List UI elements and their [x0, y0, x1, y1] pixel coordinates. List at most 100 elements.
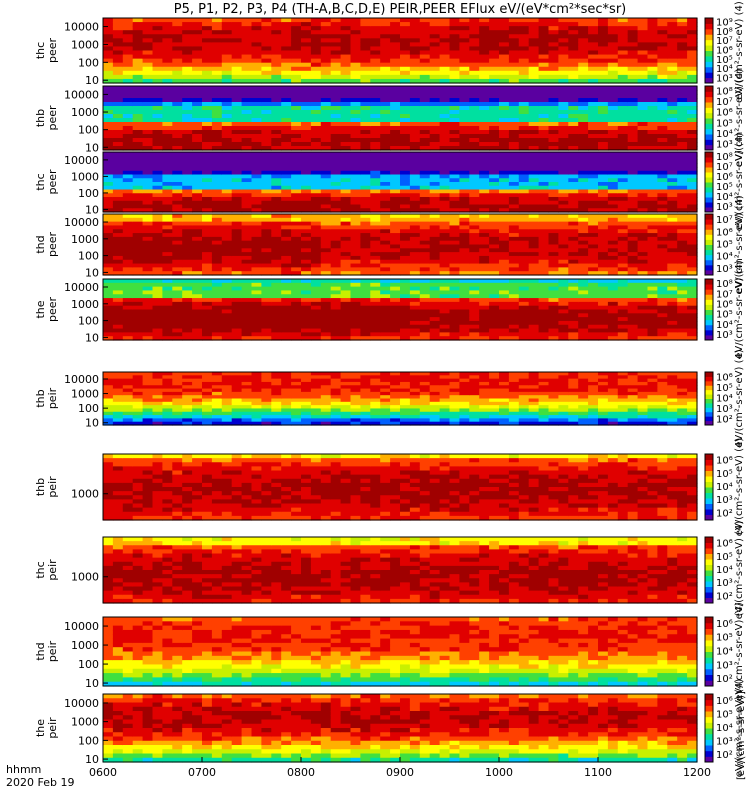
spectrogram-cell: [667, 208, 678, 213]
spectrogram-cell: [459, 78, 470, 84]
spectrogram-cell: [617, 267, 629, 272]
spectrogram-cell: [419, 152, 431, 157]
spectrogram-cell: [400, 217, 411, 223]
spectrogram-cell: [439, 78, 451, 84]
spectrogram-cell: [182, 134, 193, 139]
spectrogram-cell: [261, 233, 272, 238]
spectrogram-cell: [687, 22, 698, 27]
spectrogram-cell: [172, 193, 183, 198]
spectrogram-cell: [419, 94, 431, 99]
colorbar-frame: [704, 17, 714, 84]
spectrogram-cell: [548, 146, 559, 151]
spectrogram-cell: [667, 317, 678, 322]
spectrogram-cell: [667, 34, 678, 39]
spectrogram-cell: [528, 74, 540, 80]
spectrogram-cell: [617, 102, 629, 107]
spectrogram-cell: [637, 170, 649, 176]
spectrogram-cell: [301, 282, 312, 288]
spectrogram-cell: [182, 336, 193, 341]
spectrogram-cell: [281, 320, 292, 326]
spectrogram-cell: [439, 70, 451, 76]
spectrogram-cell: [221, 122, 233, 127]
spectrogram-cell: [261, 167, 272, 172]
spectrogram-cell: [518, 134, 530, 139]
spectrogram-cell: [499, 294, 510, 299]
spectrogram-cell: [103, 50, 114, 56]
spectrogram-cell: [211, 163, 223, 168]
spectrogram-cell: [241, 142, 253, 147]
spectrogram-cell: [261, 255, 272, 261]
spectrogram-cell: [132, 106, 144, 111]
spectrogram-cell: [400, 317, 411, 322]
spectrogram-cell: [202, 159, 213, 164]
spectrogram-cell: [162, 305, 173, 311]
spectrogram-cell: [211, 30, 223, 35]
spectrogram-cell: [409, 320, 421, 326]
spectrogram-cell: [568, 178, 579, 183]
spectrogram-cell: [429, 130, 441, 135]
spectrogram-cell: [617, 313, 629, 318]
spectrogram-cell: [598, 152, 609, 157]
spectrogram-cell: [548, 255, 559, 261]
spectrogram-cell: [330, 328, 342, 333]
spectrogram-cell: [409, 240, 421, 246]
spectrogram-cell: [261, 221, 272, 227]
spectrogram-cell: [320, 62, 332, 68]
spectrogram-cell: [192, 38, 203, 43]
spectrogram-cell: [538, 189, 550, 194]
spectrogram-cell: [281, 309, 292, 314]
spectrogram-cell: [320, 106, 332, 111]
spectrogram-cell: [627, 26, 639, 31]
spectrogram-cell: [548, 155, 559, 161]
spectrogram-cell: [291, 225, 302, 230]
spectrogram-cell: [370, 214, 381, 219]
spectrogram-cell: [449, 170, 460, 176]
spectrogram-cell: [231, 167, 243, 172]
spectrogram-cell: [330, 189, 342, 194]
spectrogram-cell: [241, 313, 253, 318]
spectrogram-cell: [241, 267, 253, 272]
spectrogram-cell: [518, 225, 530, 230]
spectrogram-cell: [310, 54, 322, 60]
spectrogram-cell: [380, 229, 391, 234]
spectrogram-cell: [221, 46, 233, 52]
spectrogram-cell: [617, 94, 629, 99]
spectrogram-cell: [112, 282, 124, 288]
spectrogram-cell: [429, 182, 441, 187]
spectrogram-cell: [261, 204, 272, 209]
spectrogram-cell: [142, 309, 154, 314]
spectrogram-cell: [637, 309, 649, 314]
spectrogram-cell: [627, 155, 639, 161]
spectrogram-cell: [330, 221, 342, 227]
spectrogram-cell: [578, 328, 589, 333]
spectrogram-cell: [360, 146, 371, 151]
spectrogram-cell: [182, 236, 193, 242]
spectrogram-cell: [310, 259, 322, 265]
spectrogram-cell: [330, 70, 342, 76]
spectrogram-cell: [261, 328, 272, 333]
spectrogram-cell: [439, 152, 451, 157]
spectrogram-cell: [469, 152, 480, 157]
spectrogram-cell: [598, 259, 609, 265]
spectrogram-cell: [439, 259, 451, 265]
spectrogram-cell: [429, 204, 441, 209]
spectrogram-cell: [538, 225, 550, 230]
spectrogram-cell: [409, 332, 421, 337]
spectrogram-cell: [202, 38, 213, 43]
spectrogram-cell: [370, 244, 381, 249]
spectrogram-cell: [617, 106, 629, 111]
colorbar-segment: [705, 152, 713, 158]
spectrogram-cell: [271, 134, 282, 139]
spectrogram-cell: [271, 301, 282, 307]
spectrogram-cell: [281, 221, 292, 227]
spectrogram-cell: [172, 197, 183, 202]
spectrogram-cell: [479, 174, 490, 179]
spectrogram-cell: [231, 267, 243, 272]
spectrogram-cell: [202, 106, 213, 111]
spectrogram-cell: [578, 286, 589, 292]
spectrogram-cell: [152, 236, 163, 242]
spectrogram-cell: [548, 263, 559, 268]
spectrogram-cell: [687, 142, 698, 147]
spectrogram-cell: [211, 313, 223, 318]
spectrogram-cell: [538, 336, 550, 341]
